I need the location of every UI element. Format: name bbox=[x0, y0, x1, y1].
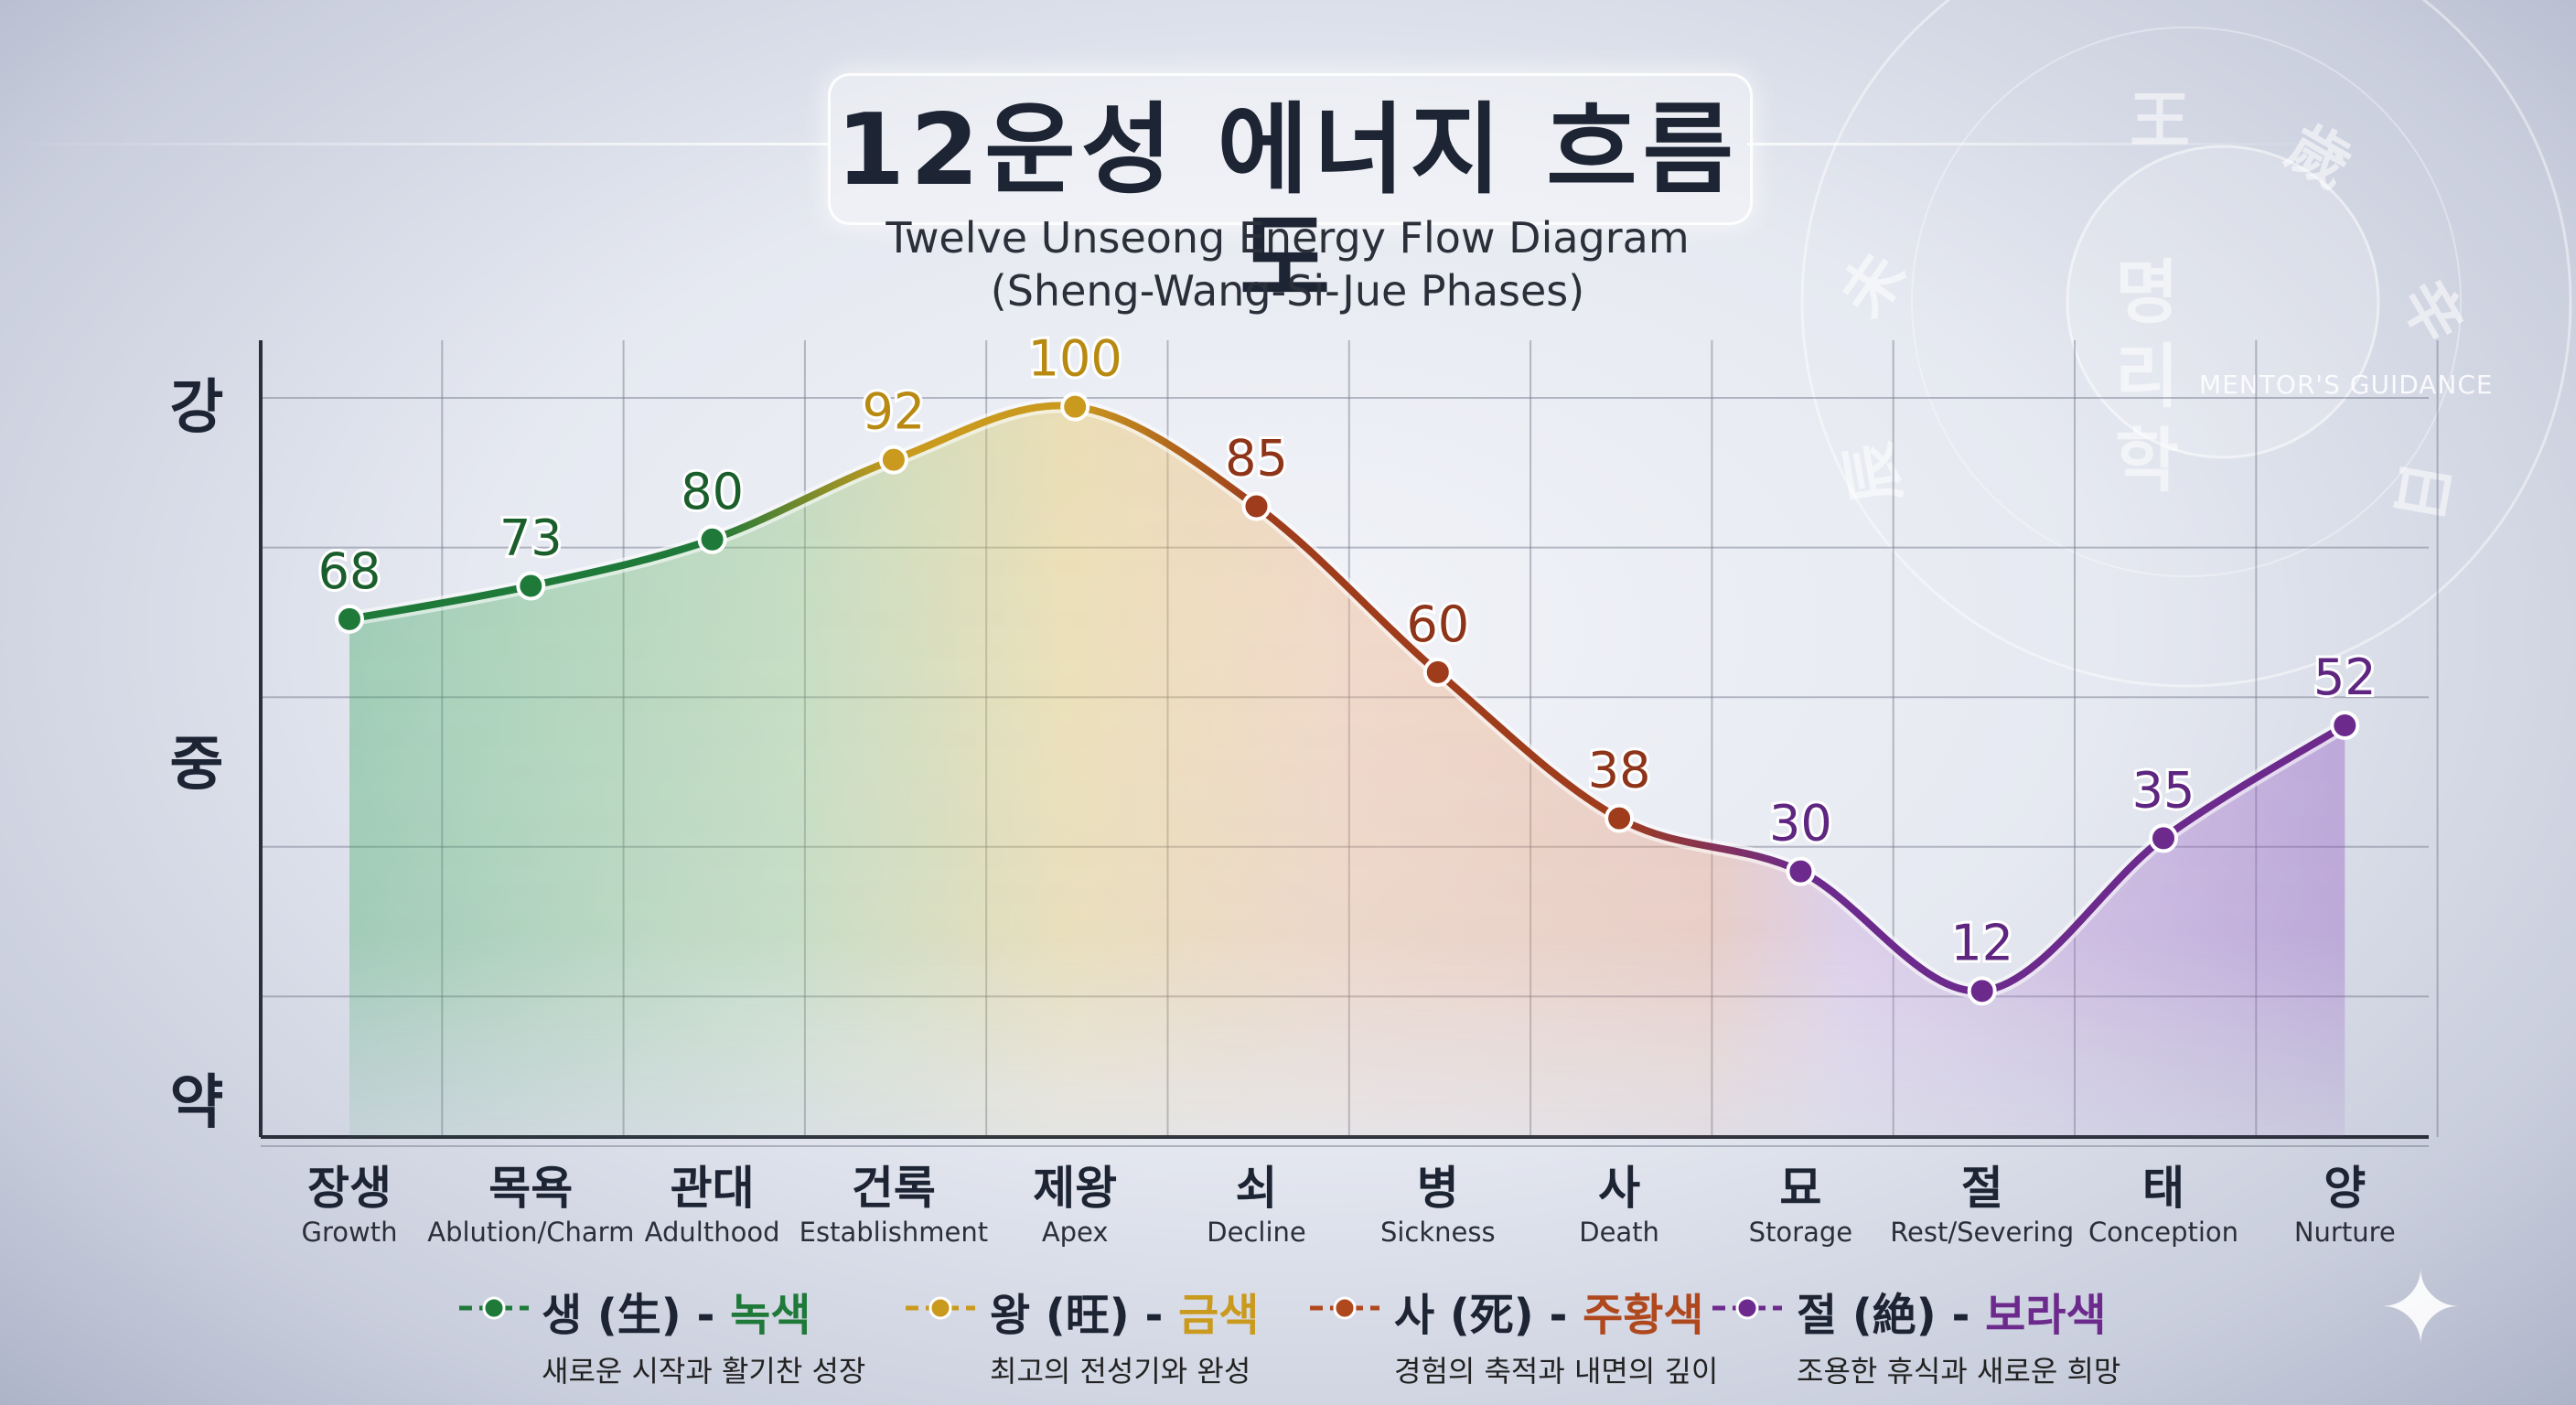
legend-color-name: 주황색 bbox=[1583, 1290, 1704, 1341]
x-tick-label: 건록 bbox=[852, 1162, 936, 1215]
x-tick-label: 장생 bbox=[307, 1162, 392, 1215]
legend-description: 조용한 휴식과 새로운 희망 bbox=[1797, 1354, 2121, 1389]
data-point-8 bbox=[1605, 803, 1635, 833]
mentors-guidance-label: MENTOR'S GUIDANCE bbox=[2199, 370, 2494, 400]
data-point-1 bbox=[335, 604, 364, 634]
chart-subtitle-phases: (Sheng-Wang-Si-Jue Phases) bbox=[990, 266, 1585, 316]
data-point-9 bbox=[1786, 856, 1816, 886]
x-tick-label: 목욕 bbox=[488, 1162, 573, 1215]
legend-label: 왕 (旺) - 금색 bbox=[990, 1279, 1259, 1343]
x-tick-sublabel: Growth bbox=[302, 1217, 398, 1248]
x-tick-sublabel: Adulthood bbox=[645, 1217, 780, 1248]
data-point-3 bbox=[697, 524, 727, 554]
data-point-12 bbox=[2330, 710, 2360, 740]
legend-marker-dot bbox=[1333, 1296, 1357, 1320]
legend-label: 절 (絶) - 보라색 bbox=[1797, 1279, 2120, 1343]
data-point-2 bbox=[516, 571, 546, 601]
title-left-rule bbox=[0, 143, 828, 145]
x-tick-sublabel: Storage bbox=[1749, 1217, 1852, 1248]
data-label-9: 30 bbox=[1769, 795, 1832, 853]
legend-description: 새로운 시작과 활기찬 성장 bbox=[542, 1354, 866, 1389]
x-tick-sublabel: Apex bbox=[1042, 1217, 1109, 1248]
watermark-vertical-2: 리 bbox=[2115, 336, 2179, 417]
data-point-10 bbox=[1967, 976, 1997, 1006]
legend-color-name: 보라색 bbox=[1985, 1290, 2107, 1341]
data-label-2: 73 bbox=[499, 509, 563, 567]
y-tick-label: 약 bbox=[170, 1069, 224, 1137]
legend-phase: 절 (絶) - bbox=[1797, 1290, 1986, 1341]
data-label-8: 38 bbox=[1588, 742, 1651, 799]
sparkle-icon: ✦ bbox=[2378, 1249, 2463, 1367]
title-right-rule bbox=[1747, 143, 2342, 145]
data-label-5: 100 bbox=[1028, 330, 1122, 388]
data-label-7: 60 bbox=[1406, 595, 1469, 653]
x-tick-sublabel: Nurture bbox=[2294, 1217, 2396, 1248]
legend-marker-dot bbox=[482, 1296, 506, 1320]
data-point-5 bbox=[1060, 391, 1090, 422]
x-tick-label: 태 bbox=[2142, 1162, 2184, 1215]
legend-color-name: 금색 bbox=[1178, 1290, 1260, 1341]
x-tick-label: 제왕 bbox=[1033, 1162, 1117, 1215]
data-label-6: 85 bbox=[1225, 429, 1288, 487]
x-tick-sublabel: Rest/Severing bbox=[1890, 1217, 2074, 1248]
data-label-11: 35 bbox=[2132, 761, 2195, 819]
x-tick-label: 절 bbox=[1961, 1162, 2003, 1215]
chart-title: 12운성 에너지 흐름도 bbox=[835, 93, 1739, 317]
data-label-10: 12 bbox=[1950, 914, 2013, 971]
legend-label: 사 (死) - 주황색 bbox=[1394, 1279, 1718, 1343]
legend-label: 생 (生) - 녹색 bbox=[542, 1279, 865, 1343]
data-point-4 bbox=[878, 445, 908, 475]
y-tick-label: 중 bbox=[170, 731, 224, 799]
x-tick-sublabel: Death bbox=[1579, 1217, 1659, 1248]
legend-description: 경험의 축적과 내면의 깊이 bbox=[1394, 1354, 1719, 1389]
data-label-1: 68 bbox=[318, 542, 381, 600]
x-tick-sublabel: Ablution/Charm bbox=[427, 1217, 634, 1248]
x-tick-label: 사 bbox=[1598, 1162, 1640, 1215]
data-label-4: 92 bbox=[863, 383, 926, 441]
y-tick-label: 강 bbox=[170, 374, 224, 442]
x-tick-label: 쇠 bbox=[1236, 1162, 1278, 1215]
watermark-vertical-3: 학 bbox=[2115, 420, 2179, 501]
x-tick-label: 묘 bbox=[1779, 1162, 1821, 1215]
watermark-glyph-wang: 王 bbox=[2130, 85, 2190, 156]
series-area-fill bbox=[349, 405, 2345, 1137]
x-tick-sublabel: Sickness bbox=[1380, 1217, 1496, 1248]
data-point-7 bbox=[1422, 657, 1453, 687]
data-point-6 bbox=[1241, 491, 1272, 521]
legend-phase: 생 (生) - bbox=[542, 1290, 731, 1341]
legend-phase: 왕 (旺) - bbox=[990, 1290, 1179, 1341]
x-tick-sublabel: Conception bbox=[2088, 1217, 2238, 1248]
data-label-3: 80 bbox=[681, 463, 744, 520]
x-tick-sublabel: Decline bbox=[1207, 1217, 1305, 1248]
legend-marker-dot bbox=[1735, 1296, 1759, 1320]
legend-color-name: 녹색 bbox=[730, 1290, 811, 1341]
data-label-12: 52 bbox=[2313, 649, 2377, 706]
x-tick-label: 양 bbox=[2324, 1162, 2366, 1215]
x-tick-sublabel: Establishment bbox=[800, 1217, 988, 1248]
chart-subtitle-english: Twelve Unseong Energy Flow Diagram bbox=[886, 213, 1690, 263]
x-tick-label: 병 bbox=[1417, 1162, 1459, 1215]
watermark-vertical-1: 명 bbox=[2115, 252, 2179, 333]
x-tick-label: 관대 bbox=[671, 1162, 755, 1215]
legend-description: 최고의 전성기와 완성 bbox=[990, 1354, 1251, 1389]
legend-marker-dot bbox=[928, 1296, 952, 1320]
legend-phase: 사 (死) - bbox=[1394, 1290, 1583, 1341]
data-point-11 bbox=[2149, 823, 2178, 853]
title-frame bbox=[828, 73, 1753, 225]
